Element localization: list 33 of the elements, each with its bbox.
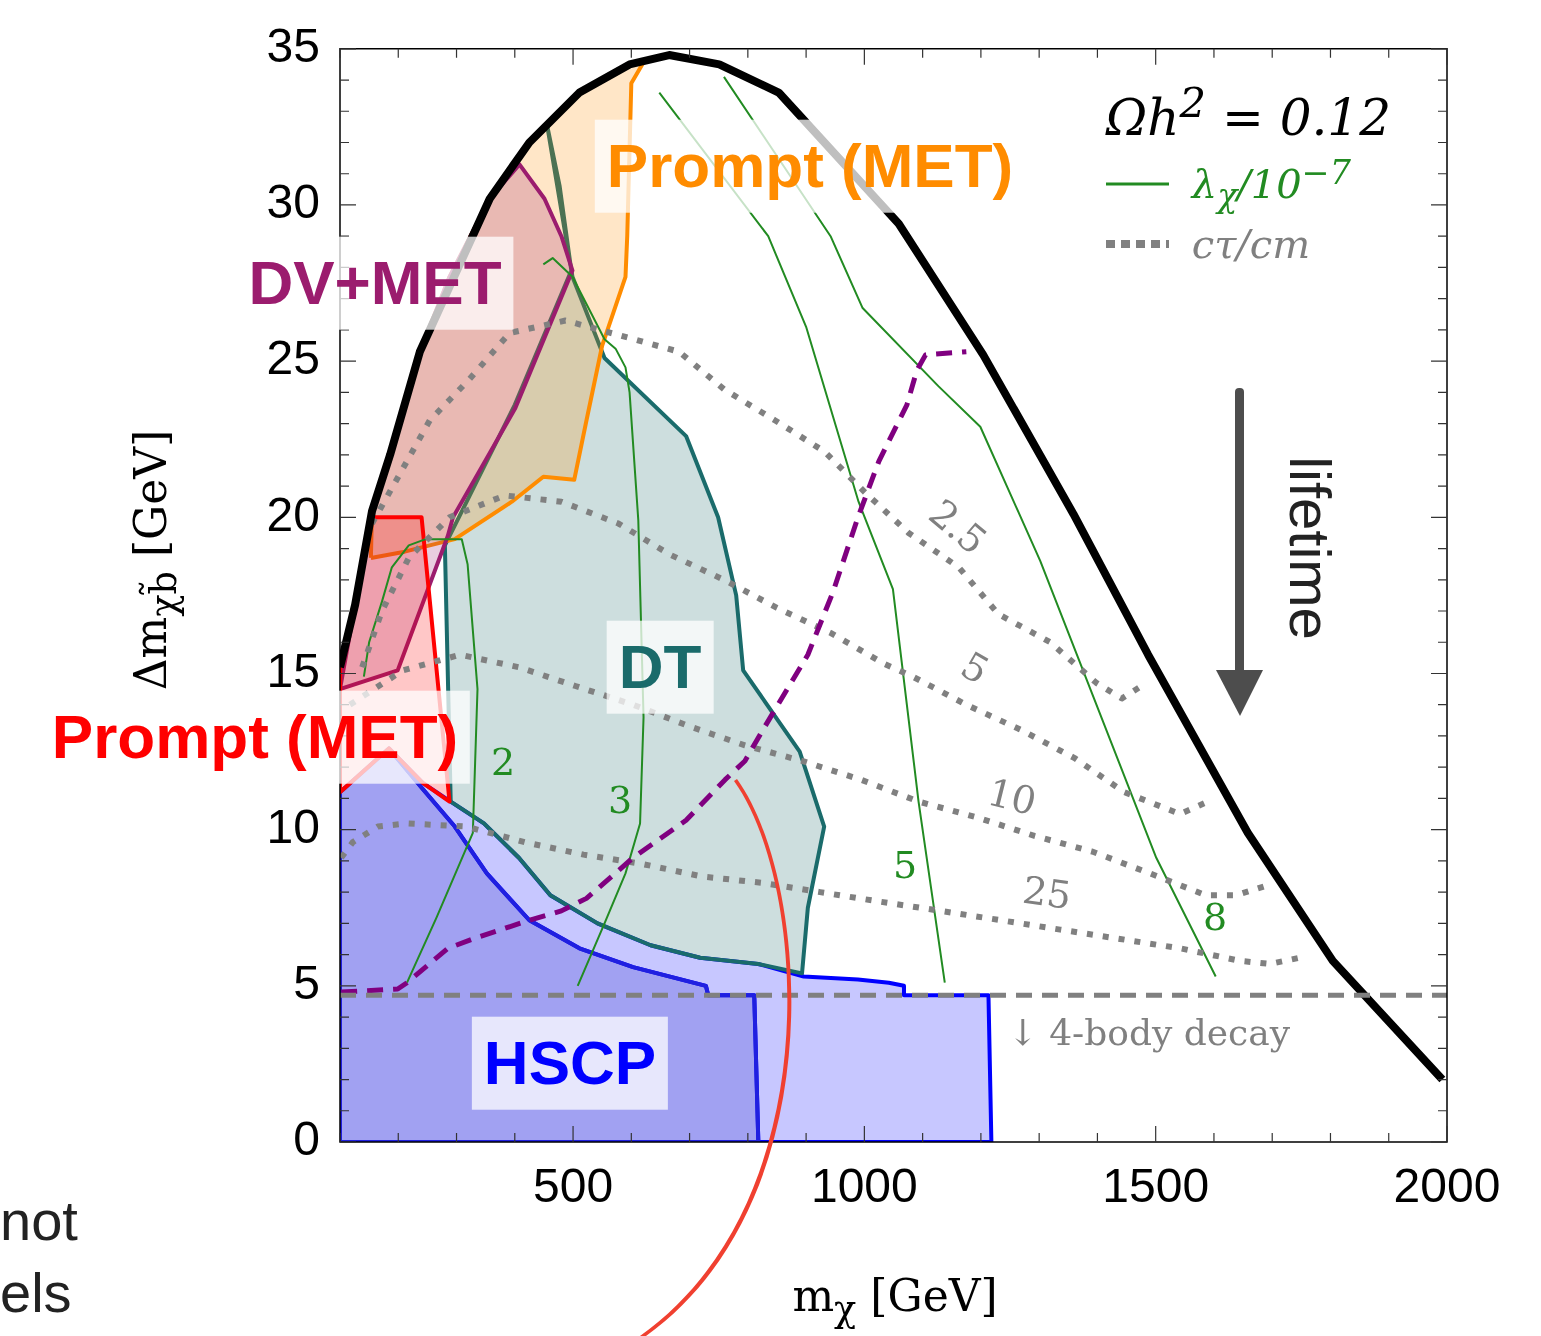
y-tick-label: 35 [266, 19, 320, 73]
x-tick-label: 1000 [810, 1159, 918, 1213]
x-tick-label: 1500 [1102, 1159, 1210, 1213]
legend-label: λ$_{χ}$/10$^{−7}$ [1191, 152, 1351, 215]
annotation: 5 [953, 642, 997, 694]
y-tick-label: 10 [266, 799, 320, 853]
annotation: HSCP [471, 1016, 669, 1110]
x-tick-label: 2000 [1393, 1159, 1501, 1213]
text: els [0, 1259, 72, 1325]
text: not [0, 1187, 78, 1253]
annotation: 25 [1019, 867, 1075, 919]
y-tick-label: 20 [266, 487, 320, 541]
y-tick-label: 5 [293, 956, 320, 1010]
y-tick-label: 30 [266, 175, 320, 229]
annotation: DV+MET [236, 236, 514, 330]
annotation: 2 [490, 740, 516, 784]
legend-title: Ωh$^{2}$ = 0.12 [1105, 78, 1391, 147]
x-tick-label: 500 [533, 1159, 614, 1213]
legend-label: cτ/cm [1191, 220, 1311, 267]
annotation: Prompt (MET) [51, 701, 459, 771]
y-tick-label: 15 [266, 643, 320, 697]
annotation: 2.5 [920, 490, 996, 564]
annotation: 5 [892, 843, 918, 887]
annotation: 8 [1202, 895, 1228, 939]
x-axis-title: m$_{χ}$ [GeV] [792, 1270, 998, 1330]
annotation: Prompt (MET) [594, 119, 1026, 213]
annotation: 10 [983, 769, 1041, 825]
annotation: 3 [607, 778, 633, 822]
y-tick-label: 25 [266, 331, 320, 385]
ref-line-label: ↓ 4-body decay [1007, 1011, 1291, 1053]
y-tick-label: 0 [293, 1112, 320, 1166]
annotation: lifetime [1276, 456, 1344, 640]
annotation: DT [606, 620, 714, 714]
